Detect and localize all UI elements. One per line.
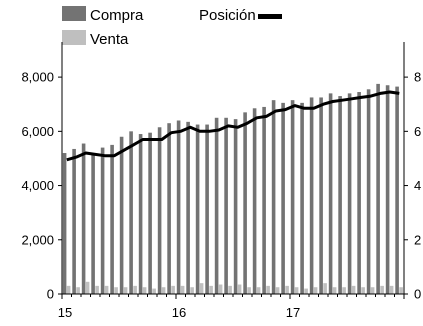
venta-bar xyxy=(332,287,337,294)
venta-bar xyxy=(304,288,308,294)
y2-tick-label: 8 xyxy=(414,70,421,85)
compra-bar xyxy=(100,147,105,294)
venta-bar xyxy=(104,285,109,294)
compra-bar xyxy=(281,102,285,294)
compra-bar xyxy=(328,93,333,294)
venta-bar xyxy=(237,284,242,294)
compra-bar xyxy=(72,148,76,294)
compra-bar xyxy=(176,120,181,294)
compra-bar xyxy=(376,83,380,294)
position-line xyxy=(66,90,400,162)
x-tick-label: 17 xyxy=(286,305,300,320)
bars xyxy=(62,83,403,295)
compra-bar xyxy=(62,153,67,294)
compra-bar xyxy=(347,93,352,294)
x-tick-label: 15 xyxy=(58,305,72,320)
venta-bar xyxy=(171,285,175,294)
venta-bar xyxy=(152,288,156,294)
y2-tick-label: 4 xyxy=(414,178,421,193)
compra-bar xyxy=(138,134,143,294)
legend-swatch xyxy=(62,6,86,21)
venta-bar xyxy=(161,287,166,294)
y-tick-label: 2,000 xyxy=(21,232,54,247)
venta-bar xyxy=(266,285,270,294)
venta-bar xyxy=(228,285,232,294)
legend-label: Posición xyxy=(199,7,256,24)
venta-bar xyxy=(180,285,185,294)
compra-bar xyxy=(243,112,247,294)
venta-bar xyxy=(342,287,346,294)
venta-bar xyxy=(275,287,280,294)
venta-bar xyxy=(380,285,384,294)
compra-bar xyxy=(309,97,314,294)
venta-bar xyxy=(95,285,99,294)
compra-bar xyxy=(129,131,133,294)
venta-bar xyxy=(285,285,289,294)
compra-bar xyxy=(252,108,257,295)
y-tick-label: 0 xyxy=(47,287,54,302)
venta-bar xyxy=(256,287,261,294)
venta-bar xyxy=(294,287,299,294)
venta-bar xyxy=(76,287,80,294)
venta-bar xyxy=(123,287,128,294)
venta-bar xyxy=(389,285,394,294)
legend-swatch xyxy=(258,14,282,19)
compra-bar xyxy=(262,106,266,294)
compra-bar xyxy=(91,153,95,294)
compra-bar xyxy=(271,100,276,295)
compra-bar xyxy=(167,123,171,294)
venta-bar xyxy=(247,287,251,294)
venta-bar xyxy=(85,281,90,294)
posicion-line xyxy=(66,90,400,162)
compra-bar xyxy=(205,124,209,294)
venta-bar xyxy=(361,287,365,294)
legend-swatch xyxy=(62,30,86,45)
compra-bar xyxy=(290,100,295,295)
compra-bar xyxy=(81,143,86,294)
compra-bar xyxy=(214,117,219,295)
legend: Compra Posición Venta xyxy=(62,6,282,48)
y-tick-label: 4,000 xyxy=(21,178,54,193)
compra-bar xyxy=(395,86,399,294)
legend-label: Compra xyxy=(90,7,144,24)
venta-bar xyxy=(133,285,137,294)
venta-bar xyxy=(218,284,223,294)
axes xyxy=(58,42,408,299)
venta-bar xyxy=(323,283,327,294)
y-tick-label: 6,000 xyxy=(21,124,54,139)
compra-bar xyxy=(300,102,304,294)
compra-bar xyxy=(224,117,228,295)
venta-bar xyxy=(142,287,147,294)
y-tick-label: 8,000 xyxy=(21,70,54,85)
y2-tick-label: 2 xyxy=(414,232,421,247)
compra-bar xyxy=(110,144,114,294)
compra-bar xyxy=(233,119,238,294)
compra-bar xyxy=(385,85,390,294)
legend-label: Venta xyxy=(90,31,129,48)
compra-bar xyxy=(148,132,152,294)
compra-bar xyxy=(357,92,361,295)
venta-bar xyxy=(209,285,213,294)
compra-bar xyxy=(366,89,371,294)
venta-bar xyxy=(199,283,204,294)
venta-bar xyxy=(66,285,71,294)
compra-bar xyxy=(186,121,190,294)
x-tick-label: 16 xyxy=(172,305,186,320)
compra-bar xyxy=(195,124,200,294)
venta-bar xyxy=(313,287,318,294)
venta-bar xyxy=(190,287,194,294)
y2-tick-label: 6 xyxy=(414,124,421,139)
venta-bar xyxy=(114,287,118,294)
y2-tick-label: 0 xyxy=(414,287,421,302)
compra-bar xyxy=(319,97,323,294)
venta-bar xyxy=(399,287,403,294)
venta-bar xyxy=(370,287,375,294)
tick-labels: 0 2,000 4,000 6,000 8,000 0 2 4 6 8 15 16 17 xyxy=(21,70,421,320)
compra-bar xyxy=(119,136,124,294)
compra-bar xyxy=(338,96,342,294)
venta-bar xyxy=(351,285,356,294)
compra-bar xyxy=(157,127,162,295)
